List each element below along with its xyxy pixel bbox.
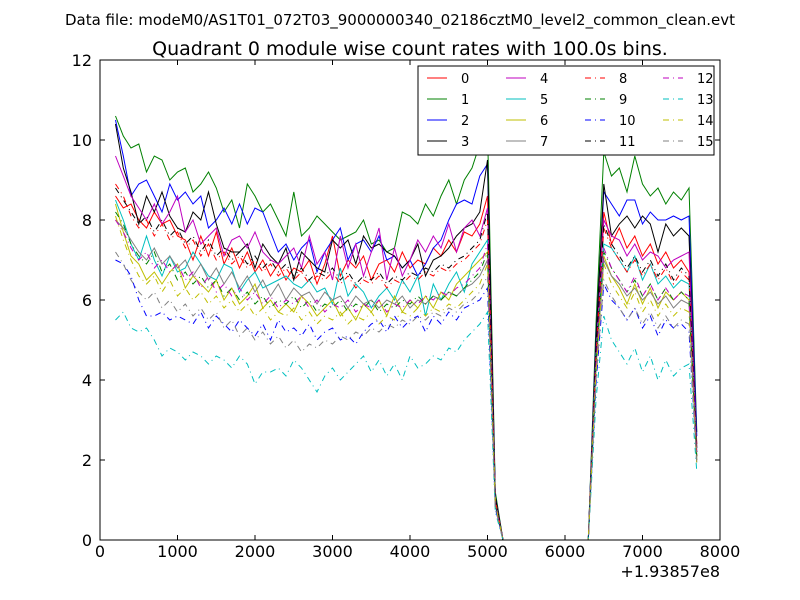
legend-label-7: 7 [540,135,548,150]
x-offset-label: +1.93857e8 [620,562,720,581]
x-tick-label: 7000 [622,542,663,561]
legend-label-4: 4 [540,72,548,87]
y-tick-label: 12 [72,51,92,70]
x-tick-label: 1000 [157,542,198,561]
series-line-10 [115,259,698,541]
plot-lines [115,115,698,541]
series-line-6 [115,203,698,541]
series-line-12 [115,219,698,541]
y-tick-label: 8 [82,211,92,230]
x-tick-label: 5000 [467,542,508,561]
y-tick-label: 4 [82,371,92,390]
series-line-3 [115,123,698,541]
series-line-13 [115,310,698,541]
series-line-2 [115,119,698,541]
legend-label-15: 15 [697,135,714,150]
legend-frame [417,65,715,156]
x-tick-label: 3000 [312,542,353,561]
x-tick-label: 8000 [700,542,741,561]
legend-label-12: 12 [697,72,714,87]
y-tick-label: 10 [72,131,92,150]
x-tick-label: 4000 [390,542,431,561]
y-tick-label: 0 [82,531,92,550]
legend-label-14: 14 [697,114,714,129]
chart-title: Quadrant 0 module wise count rates with … [152,38,668,60]
legend-label-5: 5 [540,93,548,108]
series-line-1 [115,115,698,541]
legend-label-0: 0 [461,72,469,87]
legend-label-8: 8 [619,72,627,87]
y-tick-label: 2 [82,451,92,470]
series-line-11 [115,187,698,541]
legend-label-11: 11 [619,135,636,150]
y-tick-label: 6 [82,291,92,310]
series-line-0 [115,195,698,541]
series-line-9 [115,211,698,541]
series-line-5 [115,199,698,541]
series-line-15 [115,251,698,541]
x-axis: 0 1000 2000 3000 4000 5000 6000 7000 8000 [95,60,740,561]
x-tick-label: 2000 [235,542,276,561]
legend-label-1: 1 [461,93,469,108]
legend-label-6: 6 [540,114,548,129]
legend-label-9: 9 [619,93,627,108]
series-line-14 [115,215,698,541]
legend-label-2: 2 [461,114,469,129]
x-tick-label: 0 [95,542,105,561]
suptitle: Data file: modeM0/AS1T01_072T03_90000003… [65,11,735,30]
legend-label-3: 3 [461,135,469,150]
x-tick-label: 6000 [545,542,586,561]
legend-label-13: 13 [697,93,714,108]
legend-label-10: 10 [619,114,636,129]
